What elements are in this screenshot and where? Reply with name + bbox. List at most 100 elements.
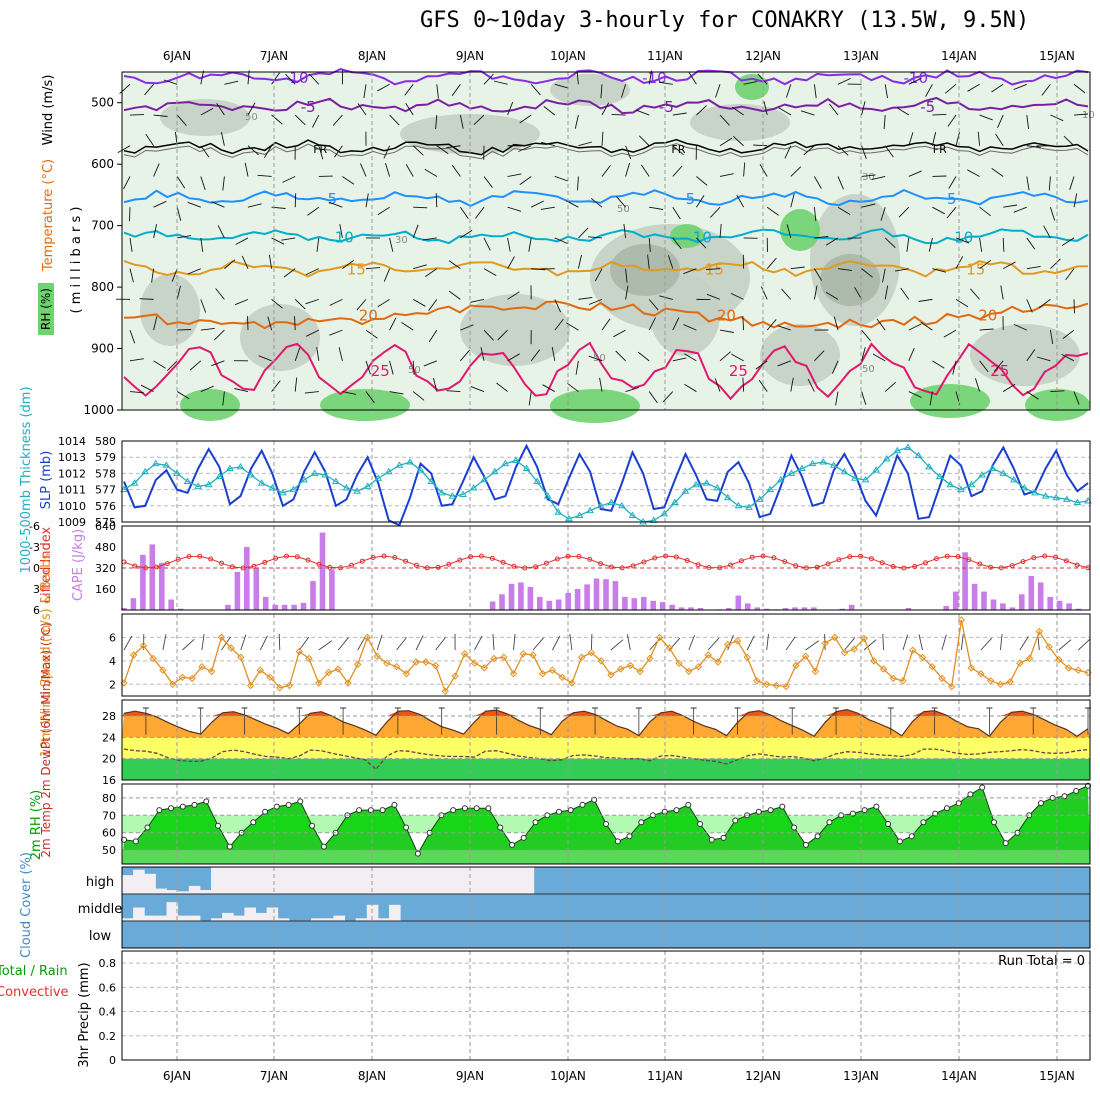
wind-barb (683, 324, 697, 331)
bottom-day-label: 10JAN (550, 1069, 586, 1083)
wind-barb (908, 391, 922, 398)
wind-barb (755, 360, 768, 370)
li-point (164, 561, 170, 567)
wind-speed-point (538, 669, 547, 678)
wind-barb (635, 109, 650, 116)
y-tick-label: 0 (109, 1054, 116, 1067)
li-point (944, 553, 950, 559)
li-point (446, 561, 452, 567)
ylabel-thickness: 1000-500mb Thickness (dm) (19, 386, 34, 573)
rh-point (450, 807, 457, 814)
wind-barb (861, 101, 866, 116)
cloud-middle-bar (277, 918, 290, 921)
thickness-point (723, 493, 732, 501)
rh-point (320, 843, 327, 850)
rh-shade-patch (180, 389, 240, 421)
cloud-high-bar (333, 867, 345, 894)
wind-barb (244, 162, 249, 177)
wind-barb-10m (999, 634, 1003, 651)
wind-barb (554, 318, 564, 331)
wind-barb (222, 176, 225, 191)
wind-barb (177, 329, 192, 331)
wind-barb-10m (376, 634, 383, 651)
wind-speed-point (490, 654, 498, 663)
wind-barb (715, 84, 721, 98)
wind-barb (268, 254, 273, 269)
wind-barb (412, 224, 419, 239)
li-point (338, 565, 344, 571)
rh-point (991, 819, 997, 826)
li-point (251, 563, 257, 569)
wind-barb (1049, 207, 1056, 221)
cloud-middle-bar (133, 907, 145, 921)
isotherm-15 (123, 260, 1089, 278)
cape-bar (678, 607, 685, 610)
left-tick-label: 579 (95, 451, 116, 464)
cloud-middle-bar (166, 902, 179, 921)
y-tick-label: 0.2 (99, 1030, 117, 1043)
wind-barb (813, 207, 817, 222)
panel-frame (121, 699, 1091, 781)
y-tick-label: 80 (102, 792, 116, 805)
cape-bar (319, 532, 326, 610)
cape-bar (792, 607, 798, 610)
cape-tick-label: 320 (95, 562, 116, 575)
ylabel-cloud: Cloud Cover (%) (19, 852, 34, 958)
thickness-point (173, 469, 181, 476)
thickness-point (162, 461, 171, 468)
cape-bar (726, 608, 732, 610)
cloud-middle-bar (355, 918, 368, 921)
band-yellow (122, 737, 1090, 759)
thickness-point (1052, 493, 1061, 501)
cape-tick-label: 640 (95, 520, 116, 533)
thickness-point (459, 490, 467, 497)
wind-barb (974, 378, 981, 392)
wind-barb (577, 254, 582, 269)
wind-barb (672, 206, 681, 220)
right-tick-label: 1012 (58, 467, 86, 480)
wind-barb (991, 83, 1004, 93)
wind-barb (908, 323, 922, 331)
wind-speed-point (334, 665, 342, 673)
cape-bar (565, 592, 571, 610)
left-tick-label: 580 (95, 435, 116, 448)
thickness-point (469, 484, 478, 491)
cape-bar (1019, 594, 1025, 611)
wind-barb (153, 200, 167, 208)
rh-point (367, 807, 374, 814)
wind-barb (235, 237, 249, 245)
wind-speed-point (431, 661, 440, 670)
cape-bar (574, 589, 581, 610)
wind-barb (312, 114, 320, 128)
thickness-point (226, 464, 234, 472)
rh-point (673, 807, 680, 814)
cloud-middle-bar (177, 915, 190, 921)
wind-barb (590, 197, 603, 208)
wind-barb (271, 72, 280, 85)
cloud-high-bar (522, 867, 535, 894)
isotherm-label: 15 (705, 261, 724, 279)
wind-barb-10m (941, 634, 947, 651)
rh-point (203, 798, 210, 805)
wind-barb (211, 201, 225, 208)
wind-barb (766, 206, 779, 216)
thickness-point (776, 475, 785, 483)
li-point (1031, 555, 1037, 561)
wind-barb (575, 360, 579, 375)
top-day-label: 9JAN (456, 49, 484, 63)
cloud-high-bar (466, 867, 479, 894)
wind-speed-point (139, 641, 148, 650)
wind-barb-10m (626, 634, 631, 651)
li-point (1063, 558, 1069, 564)
wind-barb (389, 237, 394, 252)
wind-barb (383, 268, 391, 282)
wind-barb (153, 360, 166, 369)
wind-barb (531, 268, 546, 271)
wind-barb (777, 325, 791, 331)
wind-barb (412, 298, 426, 307)
wind-barb (574, 114, 579, 129)
y-tick-label: 60 (102, 827, 116, 840)
wind-barb (932, 113, 947, 116)
cape-bar (1056, 600, 1063, 610)
wind-barb (519, 176, 532, 185)
